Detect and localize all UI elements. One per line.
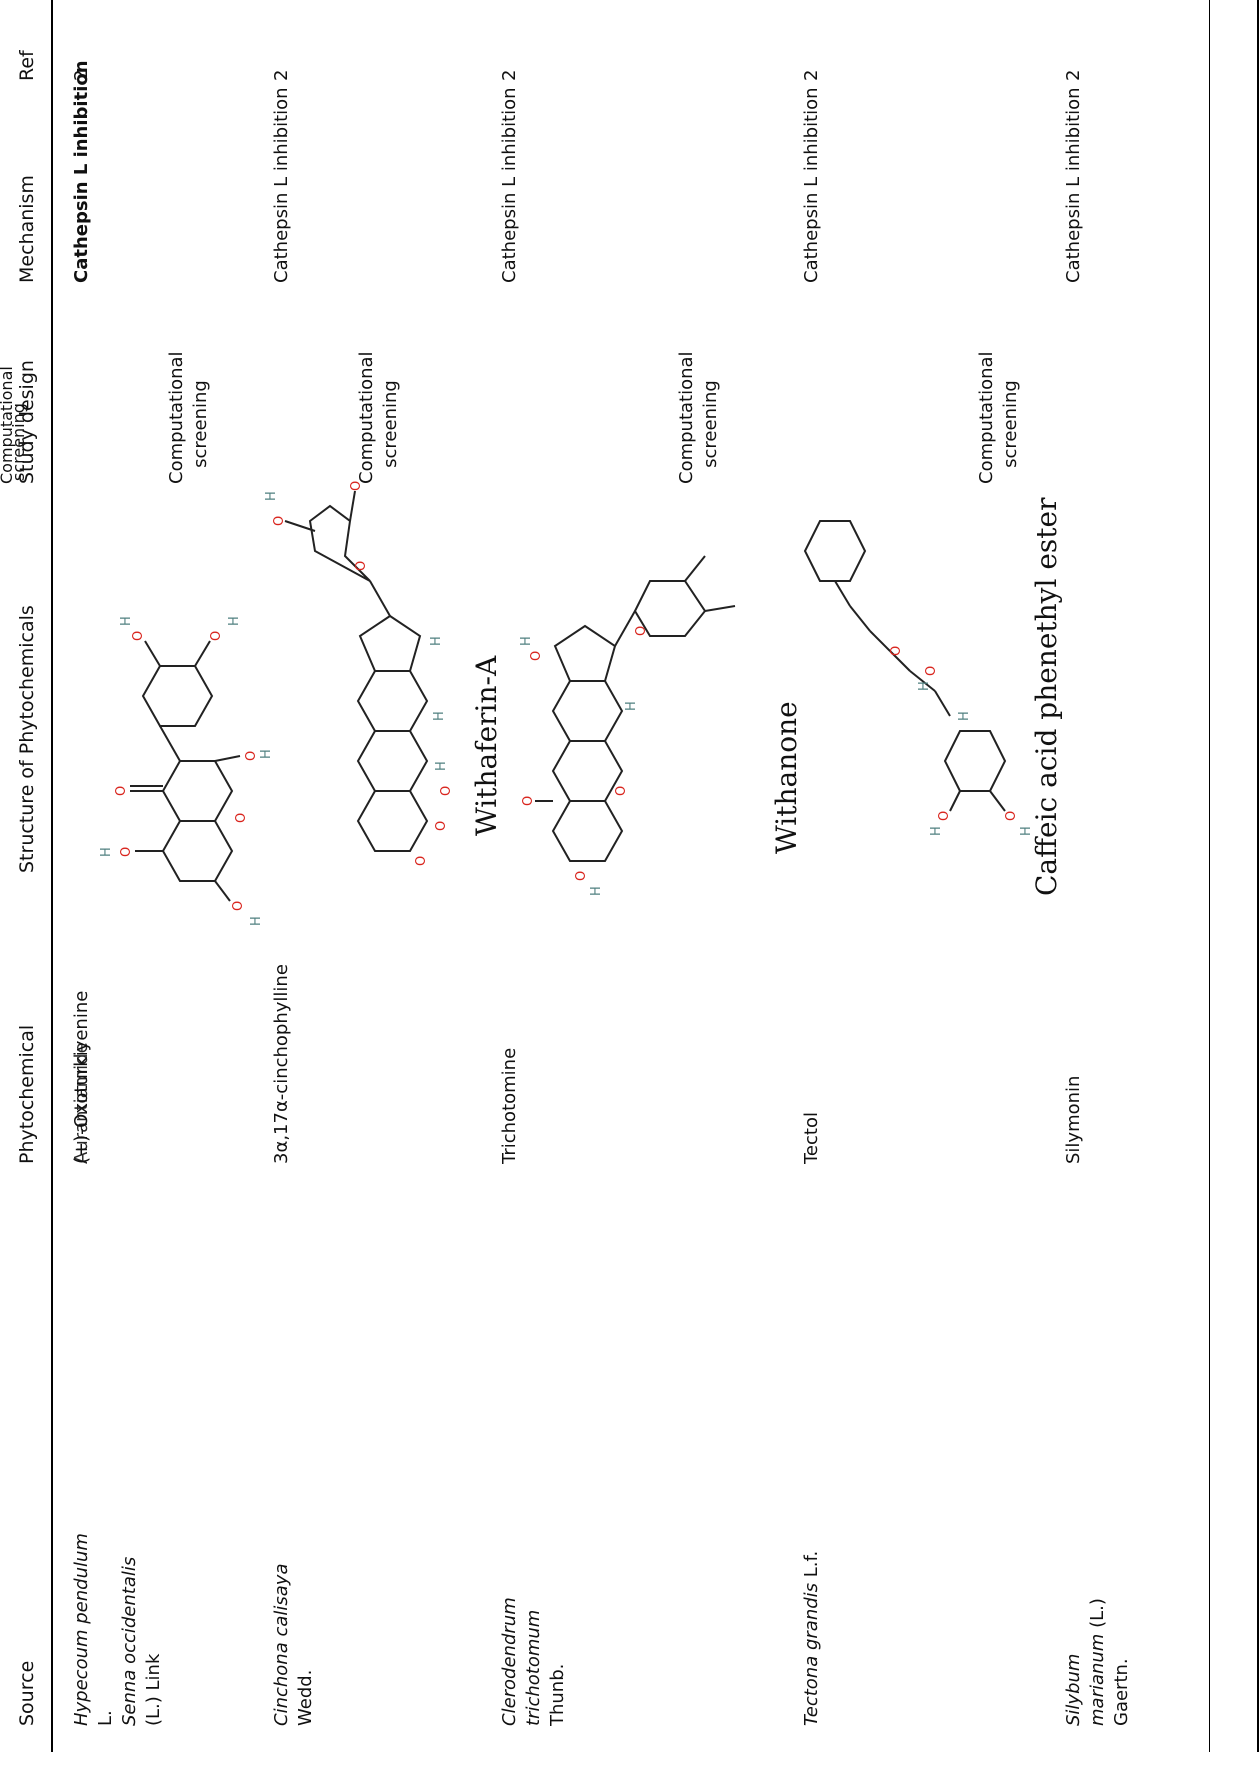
- svg-text:O: O: [1004, 811, 1019, 821]
- row2-mechanism: Cathepsin L inhibition: [271, 87, 292, 283]
- svg-text:H: H: [227, 616, 242, 626]
- svg-text:O: O: [529, 651, 544, 661]
- row1-ref: 2: [71, 69, 92, 81]
- header-phytochemical: Phytochemical: [16, 1024, 38, 1164]
- row3-mechanism: Cathepsin L inhibition: [499, 87, 520, 283]
- structure-flavonol: O O O O O O O H H H H H: [99, 616, 270, 926]
- row4-structure-label: Withanone: [770, 701, 803, 854]
- row2-study-design: Computational screening: [165, 351, 213, 484]
- header-structure: Structure of Phytochemicals: [16, 605, 38, 873]
- svg-text:H: H: [917, 681, 932, 691]
- row4-ref: 2: [801, 69, 822, 81]
- svg-text:O: O: [209, 631, 224, 641]
- svg-text:O: O: [349, 481, 364, 491]
- svg-text:O: O: [414, 856, 429, 866]
- structure-cape: O O O O H H H H: [803, 520, 1034, 836]
- header-rule: [1209, 0, 1210, 1752]
- row5-study-design: Computational screening: [975, 351, 1023, 484]
- svg-text:H: H: [519, 636, 534, 646]
- row3-phytochemical: Trichotomine: [499, 1047, 520, 1164]
- row3-study-design-text: Computational screening: [356, 351, 401, 484]
- row2-source-name: Cinchona calisaya: [271, 1563, 292, 1726]
- row3-source-name: Clerodendrum trichotomum: [499, 1597, 544, 1726]
- row2-ref: 2: [271, 69, 292, 81]
- svg-text:O: O: [114, 786, 129, 796]
- row4-source-name: Tectona grandis: [801, 1582, 822, 1726]
- row5-study-design-text: Computational screening: [976, 351, 1021, 484]
- structure-steroid-2: O O O O O H H H: [519, 555, 736, 896]
- row1-phytochemical-overlap: Aurantiamide: [71, 1042, 92, 1164]
- svg-text:O: O: [119, 847, 134, 857]
- row4-study-design: Computational screening: [675, 351, 723, 484]
- svg-text:O: O: [354, 561, 369, 571]
- svg-text:O: O: [924, 666, 939, 676]
- header-source: Source: [16, 1660, 38, 1726]
- row5-ref: 2: [1063, 69, 1084, 81]
- row4-phytochemical: Tectol: [801, 1112, 822, 1164]
- row1-source: Hypecoum pendulum L. Senna occidentalis …: [70, 1526, 166, 1726]
- row3-source-authority: Thunb.: [547, 1663, 568, 1726]
- svg-text:H: H: [434, 761, 449, 771]
- row2-phytochemical: 3α,17α-cinchophylline: [271, 964, 292, 1164]
- svg-text:H: H: [957, 711, 972, 721]
- svg-text:H: H: [119, 616, 134, 626]
- svg-text:O: O: [614, 786, 629, 796]
- row1-source-authority: L.: [95, 1710, 116, 1726]
- row3-ref: 2: [499, 69, 520, 81]
- svg-text:H: H: [1019, 826, 1034, 836]
- svg-text:O: O: [231, 901, 246, 911]
- row1-source-name: Hypecoum pendulum: [71, 1533, 92, 1726]
- svg-text:O: O: [574, 871, 589, 881]
- row4-mechanism: Cathepsin L inhibition: [801, 87, 822, 283]
- row5-source-name: Silybum marianum: [1063, 1633, 1108, 1726]
- svg-text:H: H: [624, 701, 639, 711]
- header-overlap-2: screening: [9, 403, 28, 481]
- svg-text:O: O: [234, 813, 249, 823]
- svg-text:O: O: [131, 631, 146, 641]
- table-top-rule: [1257, 0, 1259, 1752]
- svg-text:H: H: [429, 636, 444, 646]
- row2-source: Cinchona calisaya Wedd.: [270, 1546, 318, 1726]
- row4-source-authority: L.f.: [801, 1550, 822, 1578]
- svg-text:O: O: [244, 751, 259, 761]
- svg-text:H: H: [264, 491, 279, 501]
- svg-text:O: O: [634, 626, 649, 636]
- svg-text:O: O: [434, 821, 449, 831]
- table-bottom-rule: [51, 0, 53, 1752]
- svg-text:H: H: [929, 826, 944, 836]
- svg-text:H: H: [259, 749, 270, 759]
- row2-source-authority: Wedd.: [295, 1669, 316, 1726]
- row2-study-design-text: Computational screening: [166, 351, 211, 484]
- svg-text:O: O: [439, 786, 454, 796]
- header-ref: Ref: [16, 50, 38, 81]
- header-mechanism: Mechanism: [16, 175, 38, 283]
- row5-source: Silybum marianum (L.) Gaertn.: [1062, 1566, 1134, 1726]
- svg-text:O: O: [889, 646, 904, 656]
- row5-mechanism: Cathepsin L inhibition: [1063, 87, 1084, 283]
- svg-text:H: H: [99, 847, 114, 857]
- row1-mechanism: Cathepsin L inhibition: [71, 60, 92, 283]
- svg-text:H: H: [589, 886, 604, 896]
- row3-source: Clerodendrum trichotomum Thunb.: [498, 1566, 570, 1726]
- row3-structure-label: Withaferin-A: [470, 655, 503, 836]
- svg-text:H: H: [432, 711, 447, 721]
- row1-source2-name: Senna occidentalis: [119, 1556, 140, 1726]
- row3-study-design: Computational screening: [355, 351, 403, 484]
- row4-source: Tectona grandis L.f.: [800, 1506, 824, 1726]
- svg-text:H: H: [249, 916, 264, 926]
- svg-text:O: O: [937, 811, 952, 821]
- row5-structure-label: Caffeic acid phenethyl ester: [1030, 497, 1063, 896]
- svg-text:O: O: [272, 516, 287, 526]
- structure-steroid-1: O O O O O O H H H H: [264, 481, 454, 866]
- row1-source2-authority: (L.) Link: [143, 1653, 164, 1726]
- row5-phytochemical: Silymonin: [1063, 1075, 1084, 1164]
- row4-study-design-text: Computational screening: [676, 351, 721, 484]
- svg-text:O: O: [521, 796, 536, 806]
